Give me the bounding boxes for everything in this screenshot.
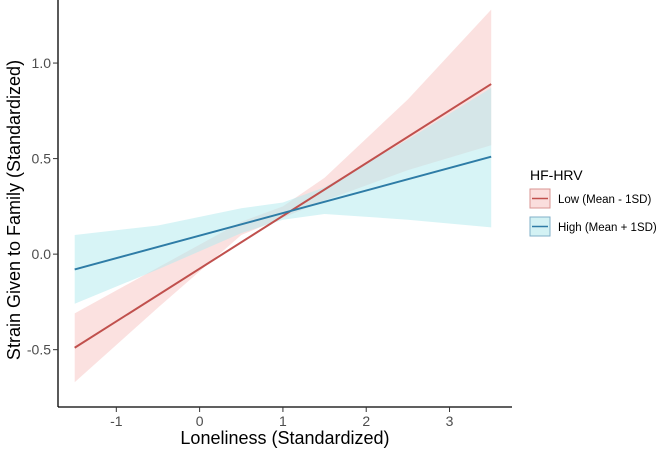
y-tick-label: -0.5: [27, 342, 51, 358]
regression-line-low: [74, 83, 492, 349]
y-tick-label: 0.5: [32, 151, 52, 167]
legend-label-high: High (Mean + 1SD): [558, 222, 657, 234]
legend-title: HF-HRV: [530, 167, 583, 183]
confidence-band-low: [74, 9, 492, 383]
x-tick-label: 2: [362, 413, 370, 429]
regression-line-high: [74, 155, 492, 271]
y-tick-label: 1.0: [32, 55, 52, 71]
confidence-bands: [74, 9, 492, 383]
legend: HF-HRV Low (Mean - 1SD) High (Mean + 1SD…: [529, 167, 657, 237]
plot-area: [74, 9, 492, 383]
x-tick-label: -1: [110, 413, 123, 429]
y-axis-ticks: -0.5 0.0 0.5 1.0: [27, 55, 58, 358]
x-tick-label: 3: [446, 413, 454, 429]
x-tick-label: 1: [279, 413, 287, 429]
x-axis-title: Loneliness (Standardized): [180, 428, 389, 448]
legend-label-low: Low (Mean - 1SD): [558, 194, 651, 206]
regression-lines: [74, 83, 492, 349]
x-axis-ticks: -1 0 1 2 3: [110, 407, 454, 429]
x-tick-label: 0: [196, 413, 204, 429]
confidence-band-high: [74, 87, 492, 304]
y-axis-title: Strain Given to Family (Standardized): [4, 60, 24, 360]
y-tick-label: 0.0: [32, 246, 52, 262]
